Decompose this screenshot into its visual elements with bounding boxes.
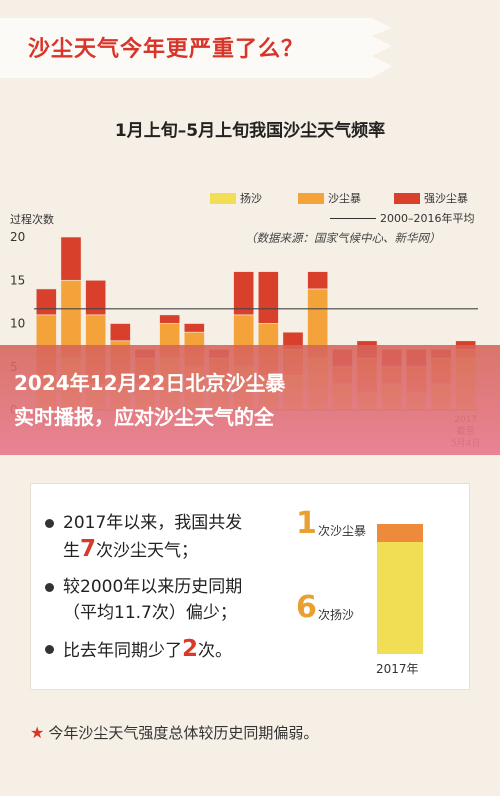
bullet-dot <box>45 645 54 654</box>
legend-swatch-shachenbao <box>298 192 324 204</box>
banner-background <box>0 18 392 78</box>
bullet-dot <box>45 583 54 592</box>
star-icon: ★ <box>30 723 45 742</box>
bar-segment <box>35 288 57 316</box>
legend-label-shachenbao: 沙尘暴 <box>328 192 361 205</box>
legend-item-yangsha: 扬沙 <box>210 190 262 206</box>
headline-overlay: 2024年12月22日北京沙尘暴 实时播报，应对沙尘天气的全 <box>0 345 500 455</box>
legend-item-average: 2000–2016年平均 <box>330 210 475 226</box>
bar-segment <box>60 236 82 281</box>
legend-swatch-yangsha <box>210 192 236 204</box>
summary-point-3: 比去年同期少了2次。 <box>45 636 232 664</box>
legend-label-yangsha: 扬沙 <box>240 192 262 205</box>
bar-segment <box>109 323 131 342</box>
summary-point-1-line-1: 2017年以来，我国共发 <box>63 513 243 533</box>
summary-text: 生 <box>63 541 80 561</box>
mini-bar-shachenbao <box>377 524 423 542</box>
mini-label-shachenbao: 次沙尘暴 <box>318 524 367 538</box>
summary-number: 2 <box>182 636 199 662</box>
bar-segment <box>307 271 329 290</box>
headline-line-1: 2024年12月22日北京沙尘暴 <box>14 371 286 395</box>
bar-segment <box>233 271 255 316</box>
legend-swatch-qiang <box>394 192 420 204</box>
legend-item-shachenbao: 沙尘暴 <box>298 190 361 206</box>
summary-point-1: 2017年以来，我国共发 生7次沙尘天气； <box>45 510 242 564</box>
banner-title: 沙尘天气今年更严重了么？ <box>28 37 305 62</box>
bar-segment <box>183 323 205 333</box>
y-tick-label: 20 <box>10 230 25 244</box>
y-tick-label: 15 <box>10 273 25 287</box>
summary-point-2-line-1: 较2000年以来历史同期 <box>63 577 243 597</box>
summary-point-3-line-1: 比去年同期少了2次。 <box>45 636 232 664</box>
mini-bar-yangsha <box>377 542 423 654</box>
bullet-dot <box>45 519 54 528</box>
summary-text: 次。 <box>198 641 233 661</box>
chart-legend: 扬沙 沙尘暴 强沙尘暴 2000–2016年平均 <box>210 190 480 240</box>
y-tick-label: 10 <box>10 317 25 331</box>
chart-title: 1月上旬–5月上旬我国沙尘天气频率 <box>114 121 386 141</box>
footer-note: ★ 今年沙尘天气强度总体较历史同期偏弱。 <box>30 722 318 743</box>
summary-point-2-line-2: （平均11.7次）偏少； <box>63 603 237 623</box>
bar-segment <box>85 279 107 316</box>
mini-num-shachenbao: 1 <box>296 506 317 541</box>
mini-num-yangsha: 6 <box>296 590 317 625</box>
summary-card: 2017年以来，我国共发 生7次沙尘天气； 较2000年以来历史同期 （平均11… <box>30 483 470 690</box>
headline-line-2: 实时播报，应对沙尘天气的全 <box>14 405 274 429</box>
summary-text: 次沙尘天气； <box>96 541 199 561</box>
summary-point-1-line-2: 生7次沙尘天气； <box>45 536 242 564</box>
mini-year-label: 2017年 <box>376 662 419 676</box>
mini-label-yangsha: 次扬沙 <box>318 608 355 622</box>
bar-segment <box>257 271 279 324</box>
header-banner <box>0 18 500 78</box>
bar-segment <box>159 314 181 324</box>
legend-label-qiang: 强沙尘暴 <box>424 192 468 205</box>
legend-line-average <box>330 217 376 219</box>
summary-number: 7 <box>80 536 97 562</box>
footer-text: 今年沙尘天气强度总体较历史同期偏弱。 <box>48 724 319 742</box>
summary-text: 比去年同期少了 <box>63 641 182 661</box>
legend-item-qiang: 强沙尘暴 <box>394 190 468 206</box>
summary-point-2: 较2000年以来历史同期 （平均11.7次）偏少； <box>45 574 242 626</box>
data-source: （数据来源：国家气候中心、新华网） <box>245 231 441 245</box>
y-axis-label: 过程次数 <box>10 213 54 226</box>
legend-label-average: 2000–2016年平均 <box>380 212 475 225</box>
